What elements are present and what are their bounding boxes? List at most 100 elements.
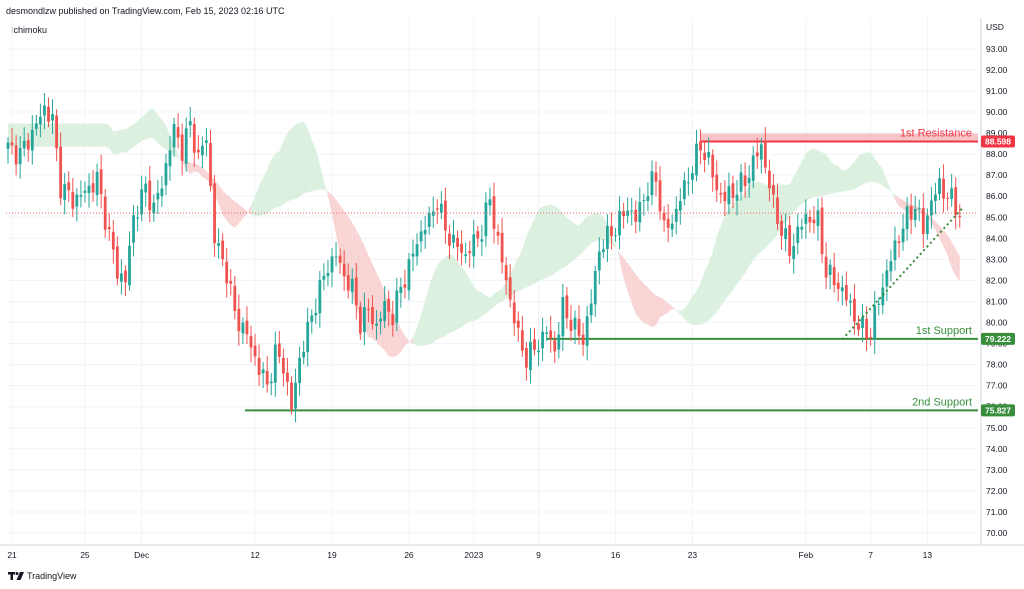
candle-body xyxy=(415,244,419,257)
candle-body xyxy=(561,297,565,337)
candle-body xyxy=(549,330,553,339)
cloud-segment xyxy=(161,119,166,150)
cloud-segment xyxy=(793,168,798,212)
cloud-segment xyxy=(16,123,21,147)
candle-body xyxy=(391,314,395,325)
candle-body xyxy=(322,275,326,280)
y-tick-label: 86.00 xyxy=(986,191,1008,201)
cloud-segment xyxy=(890,190,895,200)
x-tick-label: 19 xyxy=(327,550,337,560)
cloud-segment xyxy=(615,243,620,260)
candle-body xyxy=(47,106,50,122)
candle-body xyxy=(606,225,609,249)
cloud-segment xyxy=(141,114,146,141)
candle-body xyxy=(338,255,342,263)
cloud-segment xyxy=(186,161,191,175)
candle-body xyxy=(865,318,868,339)
cloud-segment xyxy=(680,308,685,319)
cloud-segment xyxy=(591,212,596,244)
candle-body xyxy=(508,277,512,300)
candle-body xyxy=(938,178,941,195)
candle-body xyxy=(115,246,119,279)
cloud-segment xyxy=(757,181,762,255)
candle-body xyxy=(354,277,358,306)
cloud-segment xyxy=(307,128,312,192)
x-axis[interactable]: 21 25 Dec 12 19 26 2023 9 16 23 Feb 7 13 xyxy=(7,550,932,560)
indicator-label[interactable]: Ichimoku xyxy=(11,25,48,35)
cloud-segment xyxy=(68,123,73,147)
cloud-segment xyxy=(101,123,106,147)
candle-body xyxy=(557,334,561,350)
cloud-segment xyxy=(481,292,486,317)
cloud-segment xyxy=(84,123,89,147)
candle-body xyxy=(6,142,10,149)
candle-body xyxy=(213,183,216,244)
cloud-segment xyxy=(587,214,592,248)
cloud-segment xyxy=(696,283,701,326)
cloud-segment xyxy=(631,268,636,314)
candle-body xyxy=(22,140,26,149)
candle-body xyxy=(290,382,293,410)
candle-body xyxy=(674,208,678,222)
candle-body xyxy=(444,200,447,231)
y-tick-label: 77.00 xyxy=(986,381,1008,391)
cloud-segment xyxy=(8,123,13,147)
cloud-segment xyxy=(692,291,697,326)
candle-body xyxy=(30,129,34,151)
y-tick-label: 93.00 xyxy=(986,44,1008,54)
candle-body xyxy=(796,226,800,243)
candle-body xyxy=(176,127,180,138)
cloud-segment xyxy=(291,124,296,200)
x-tick-label: 7 xyxy=(868,550,873,560)
cloud-segment xyxy=(562,213,567,269)
candle-body xyxy=(75,194,79,207)
candle-body xyxy=(120,273,123,282)
candle-body xyxy=(237,308,241,332)
candle-body xyxy=(427,212,431,227)
cloud-segment xyxy=(546,204,551,278)
candle-body xyxy=(565,295,569,319)
cloud-segment xyxy=(413,327,418,346)
cloud-segment xyxy=(579,220,584,256)
candle-body xyxy=(265,370,269,385)
cloud-segment xyxy=(660,297,665,318)
candle-body xyxy=(233,285,237,311)
candle-body xyxy=(111,231,115,250)
candle-body xyxy=(298,357,301,384)
tradingview-brand[interactable]: TradingView xyxy=(8,571,77,581)
y-axis-unit: USD xyxy=(986,22,1004,32)
cloud-segment xyxy=(489,293,494,311)
x-tick-label: 23 xyxy=(688,550,698,560)
cloud-segment xyxy=(453,256,458,332)
cloud-segment xyxy=(809,148,814,199)
y-tick-label: 83.00 xyxy=(986,254,1008,264)
cloud-segment xyxy=(688,296,693,325)
candle-body xyxy=(472,234,476,257)
candle-body xyxy=(168,150,172,167)
cloud-segment xyxy=(72,123,77,147)
cloud-segment xyxy=(315,149,320,191)
cloud-segment xyxy=(157,115,162,147)
candle-body xyxy=(95,171,99,196)
y-axis[interactable]: USD 70.0071.0072.0073.0074.0075.0076.007… xyxy=(986,22,1008,538)
candle-body xyxy=(699,141,702,151)
cloud-segment xyxy=(400,328,405,353)
cloud-segment xyxy=(886,180,891,192)
cloud-segment xyxy=(461,266,466,328)
cloud-segment xyxy=(251,196,256,217)
candle-body xyxy=(707,152,711,158)
candle-body xyxy=(152,202,156,214)
candle-body xyxy=(492,196,496,229)
candle-body xyxy=(719,192,723,195)
candle-body xyxy=(306,321,310,353)
cloud-segment xyxy=(931,217,936,230)
candle-body xyxy=(71,192,75,209)
candle-body xyxy=(367,308,370,310)
cloud-segment xyxy=(583,216,588,252)
candle-body xyxy=(678,201,682,211)
candle-body xyxy=(423,229,427,235)
cloud-segment xyxy=(741,192,746,279)
cloud-segment xyxy=(749,182,754,267)
candle-body xyxy=(792,246,796,259)
